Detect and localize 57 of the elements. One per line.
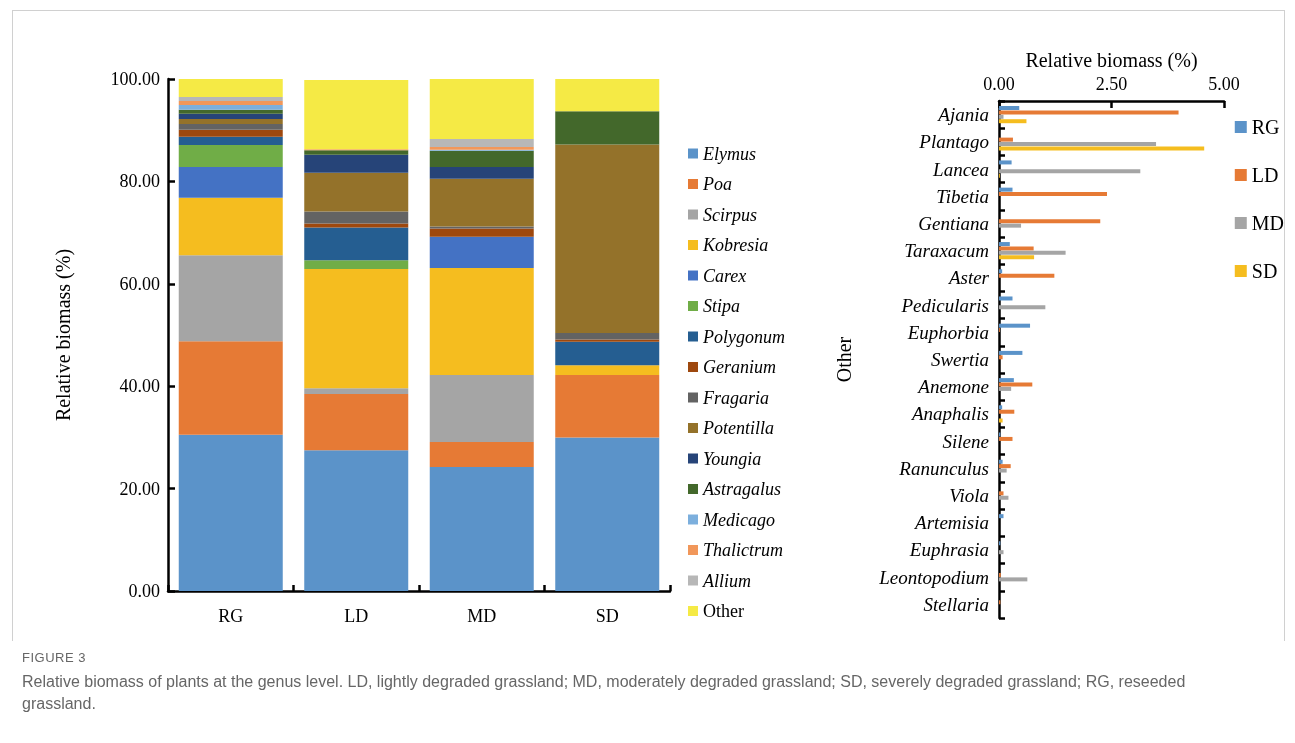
legend-label: Astragalus: [702, 479, 782, 499]
caption: FIGURE 3: [22, 650, 87, 665]
y-tick-label: 20.00: [119, 478, 160, 499]
y-tick-label: Leontopodium: [878, 566, 989, 588]
y-tick-label: Artemisia: [913, 512, 989, 534]
y-tick-label: Silene: [942, 430, 989, 452]
x-tick-label: SD: [595, 606, 619, 626]
y-tick-label: Swertia: [930, 349, 989, 370]
legend-label: Fragaria: [702, 387, 770, 408]
y-tick-label: Anaphalis: [909, 403, 989, 425]
x-axis-title: Relative biomass (%): [1025, 49, 1198, 73]
y-tick-label: 0.00: [128, 581, 160, 601]
y-tick-label: Anemone: [916, 376, 989, 398]
x-tick-label: MD: [467, 606, 497, 626]
y-tick-label: 60.00: [119, 273, 160, 294]
legend-label: Thalictrum: [703, 540, 784, 560]
y-tick-label: Gentiana: [918, 212, 989, 234]
x-tick-label: LD: [344, 606, 369, 626]
y-axis-title: Relative biomass (%): [52, 248, 75, 422]
y-tick-label: 80.00: [119, 171, 160, 192]
legend-label: Kobresia: [702, 235, 769, 255]
y-axis-title: Other: [833, 336, 855, 383]
y-tick-label: Aster: [946, 267, 990, 289]
legend-label: SD: [1251, 260, 1278, 282]
legend-label: Allium: [702, 570, 751, 591]
legend-label: Geranium: [703, 357, 776, 377]
legend-label: Elymus: [702, 143, 756, 164]
legend-label: Youngia: [703, 448, 762, 469]
x-tick-label: RG: [218, 606, 244, 626]
y-tick-label: Pedicularis: [900, 294, 989, 316]
y-tick-label: Euphorbia: [906, 321, 989, 343]
x-tick-label: 0.00: [983, 74, 1015, 94]
text: Relative biomass of plants at the genus level. LD, lightly degraded grassland; MD, moderately degraded grassland; SD, severely degraded grassland; RG, reseeded grassland.: [22, 672, 1187, 714]
legend-label: Scirpus: [703, 204, 757, 225]
legend-label: RG: [1251, 116, 1280, 138]
x-tick-label: 2.50: [1095, 74, 1128, 94]
y-tick-label: Ranunculus: [898, 457, 989, 479]
legend-label: LD: [1251, 164, 1279, 186]
y-tick-label: Tibetia: [936, 185, 989, 207]
y-tick-label: 100.00: [110, 69, 160, 89]
y-tick-label: Stellaria: [923, 593, 989, 615]
y-tick-label: Taraxacum: [904, 240, 989, 262]
legend-label: Medicago: [702, 509, 775, 530]
legend-label: Poa: [702, 174, 732, 194]
legend-label: Carex: [703, 265, 747, 286]
legend-label: Polygonum: [702, 326, 785, 347]
legend-label: MD: [1251, 212, 1285, 234]
y-tick-label: 40.00: [119, 376, 160, 397]
x-tick-label: 5.00: [1208, 74, 1240, 94]
y-tick-label: Ajania: [936, 104, 989, 126]
y-tick-label: Euphrasia: [908, 539, 989, 561]
y-tick-label: Viola: [949, 485, 989, 507]
y-tick-label: Lancea: [932, 158, 989, 180]
legend-label: Other: [703, 601, 744, 621]
legend-label: Stipa: [703, 296, 741, 316]
legend-label: Potentilla: [702, 418, 774, 438]
y-tick-label: Plantago: [918, 131, 989, 153]
